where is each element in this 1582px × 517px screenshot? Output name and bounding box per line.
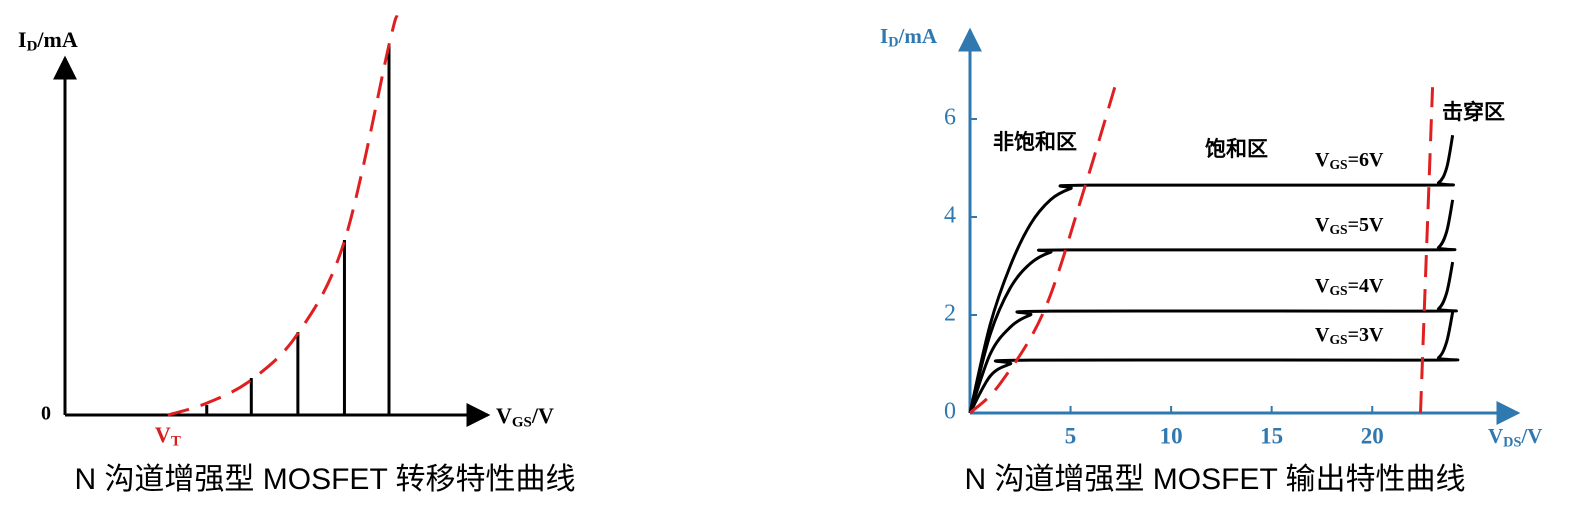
threshold-label: VT [155, 422, 181, 450]
region-label: 饱和区 [1205, 137, 1268, 161]
y-tick-label: 6 [944, 105, 956, 131]
curve [968, 199, 1457, 414]
curve-label: VGS=4V [1315, 275, 1384, 299]
caption: N 沟道增强型 MOSFET 输出特性曲线 [964, 463, 1465, 496]
dashed-curve [968, 86, 1117, 415]
x-tick-label: 10 [1160, 423, 1183, 448]
dashed-curve [1418, 87, 1435, 414]
dashed-curve [167, 14, 399, 417]
curve [968, 311, 1460, 414]
y-tick-label: 4 [944, 203, 956, 229]
curve-label: VGS=5V [1315, 213, 1384, 237]
y-axis-label: ID/mA [18, 27, 78, 55]
region-label: 击穿区 [1442, 100, 1505, 124]
x-tick-label: 20 [1361, 423, 1384, 448]
y-tick-label: 2 [944, 301, 956, 327]
curve-label: VGS=3V [1315, 324, 1384, 348]
caption: N 沟道增强型 MOSFET 转移特性曲线 [74, 463, 575, 496]
x-axis-label: VGS/V [496, 403, 554, 431]
y-axis-label: ID/mA [880, 24, 938, 51]
region-label: 非饱和区 [993, 130, 1077, 154]
curve-label: VGS=6V [1315, 149, 1384, 173]
curve [968, 134, 1455, 414]
x-axis-label: VDS/V [1488, 424, 1542, 451]
x-tick-label: 15 [1260, 423, 1283, 448]
y-tick-label: 0 [41, 403, 51, 425]
curve [968, 261, 1458, 414]
y-tick-label: 0 [944, 399, 956, 425]
x-tick-label: 5 [1065, 423, 1077, 448]
